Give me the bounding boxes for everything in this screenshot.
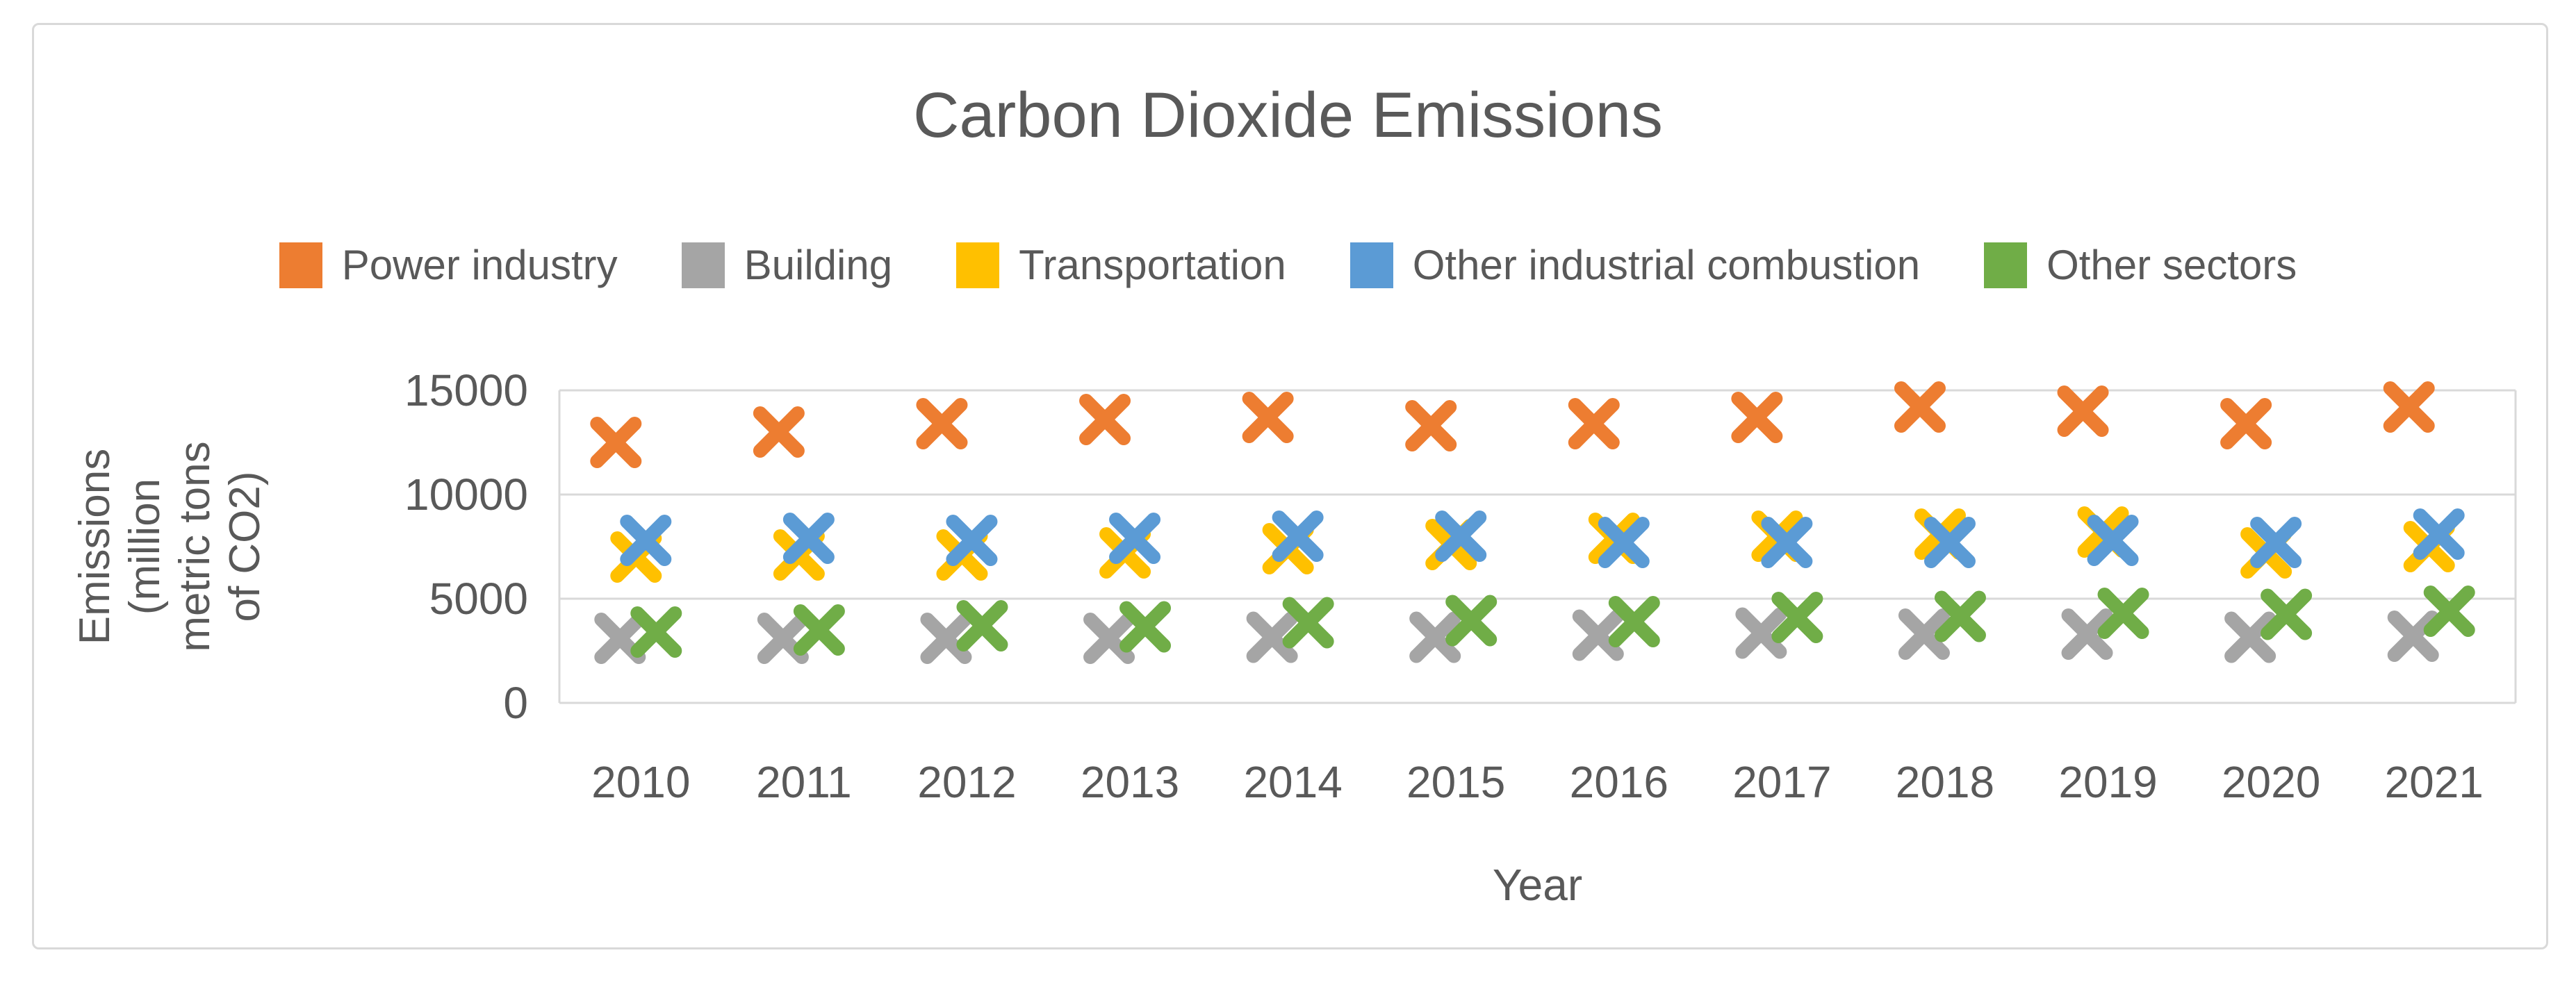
x-tick-label-2012: 2012 — [917, 757, 1017, 807]
marker-other-industrial-combustion-2017 — [1761, 517, 1813, 568]
chart-legend: Power industry Building Transportation Othe… — [0, 241, 2576, 289]
legend-swatch-icon — [1984, 242, 2028, 288]
x-tick-label-2011: 2011 — [756, 757, 852, 807]
legend-label: Transportation — [1019, 242, 1286, 288]
legend-swatch-icon — [279, 242, 322, 288]
marker-other-industrial-combustion-2012 — [946, 515, 998, 566]
y-tick-label-5000: 5000 — [429, 574, 528, 624]
marker-power-industry-2013 — [1079, 394, 1131, 445]
marker-power-industry-2011 — [753, 406, 805, 458]
marker-other-sectors-2011 — [793, 604, 845, 656]
marker-building-2019 — [2061, 608, 2113, 660]
x-tick-label-2018: 2018 — [1895, 757, 1995, 807]
marker-building-2021 — [2387, 611, 2439, 662]
x-axis-title: Year — [1492, 860, 1583, 910]
marker-other-sectors-2017 — [1771, 592, 1823, 643]
x-tick-label-2016: 2016 — [1569, 757, 1668, 807]
marker-other-sectors-2012 — [956, 600, 1008, 651]
marker-building-2018 — [1898, 608, 1950, 660]
legend-item-other-sectors: Other sectors — [1984, 241, 2297, 289]
marker-building-2012 — [920, 613, 972, 664]
legend-swatch-icon — [681, 242, 725, 288]
marker-other-sectors-2021 — [2423, 586, 2475, 637]
marker-building-2020 — [2224, 611, 2276, 663]
x-tick-label-2017: 2017 — [1732, 757, 1832, 807]
marker-building-2017 — [1735, 607, 1787, 659]
marker-other-industrial-combustion-2010 — [620, 515, 672, 566]
marker-other-industrial-combustion-2018 — [1923, 517, 1976, 568]
legend-item-building: Building — [681, 241, 893, 289]
chart-title: Carbon Dioxide Emissions — [913, 80, 1663, 151]
marker-power-industry-2010 — [590, 417, 642, 468]
marker-power-industry-2020 — [2220, 398, 2272, 449]
marker-other-industrial-combustion-2019 — [2087, 515, 2139, 566]
legend-item-other-industrial-combustion: Other industrial combustion — [1349, 241, 1921, 289]
legend-label: Power industry — [341, 242, 618, 288]
marker-other-sectors-2018 — [1934, 590, 1986, 642]
legend-item-power-industry: Power industry — [279, 241, 618, 289]
marker-power-industry-2012 — [916, 398, 968, 449]
legend-label: Building — [744, 242, 893, 288]
marker-other-sectors-2010 — [630, 606, 682, 658]
marker-other-sectors-2016 — [1608, 596, 1660, 647]
marker-other-sectors-2020 — [2261, 588, 2313, 640]
marker-other-industrial-combustion-2013 — [1109, 513, 1161, 564]
marker-building-2016 — [1572, 609, 1624, 661]
marker-other-industrial-combustion-2020 — [2250, 517, 2302, 568]
marker-power-industry-2015 — [1405, 400, 1457, 451]
legend-label: Other sectors — [2046, 242, 2297, 288]
x-tick-label-2013: 2013 — [1080, 757, 1180, 807]
marker-power-industry-2019 — [2057, 385, 2109, 437]
legend-item-transportation: Transportation — [956, 241, 1286, 289]
legend-label: Other industrial combustion — [1412, 242, 1921, 288]
chart-frame — [32, 23, 2548, 949]
marker-other-sectors-2015 — [1445, 595, 1498, 647]
marker-other-sectors-2019 — [2097, 588, 2149, 639]
marker-other-industrial-combustion-2021 — [2413, 508, 2465, 560]
marker-power-industry-2021 — [2383, 381, 2435, 433]
marker-other-sectors-2013 — [1119, 601, 1172, 653]
marker-power-industry-2016 — [1568, 398, 1620, 449]
marker-power-industry-2017 — [1731, 392, 1783, 443]
marker-power-industry-2018 — [1894, 381, 1946, 433]
x-tick-label-2020: 2020 — [2221, 757, 2321, 807]
marker-building-2015 — [1409, 611, 1461, 663]
marker-other-sectors-2014 — [1282, 597, 1334, 649]
x-tick-label-2015: 2015 — [1406, 757, 1506, 807]
x-tick-label-2019: 2019 — [2058, 757, 2158, 807]
marker-building-2014 — [1246, 611, 1298, 663]
y-tick-label-0: 0 — [503, 678, 528, 728]
x-tick-label-2014: 2014 — [1243, 757, 1343, 807]
x-tick-label-2021: 2021 — [2384, 757, 2484, 807]
x-tick-label-2010: 2010 — [591, 757, 691, 807]
y-tick-label-15000: 15000 — [404, 365, 528, 415]
marker-power-industry-2014 — [1242, 392, 1294, 443]
marker-other-industrial-combustion-2015 — [1435, 511, 1487, 562]
legend-swatch-icon — [956, 242, 1000, 288]
marker-other-industrial-combustion-2016 — [1598, 517, 1650, 568]
marker-other-industrial-combustion-2011 — [782, 513, 835, 564]
marker-other-industrial-combustion-2014 — [1272, 511, 1324, 562]
legend-swatch-icon — [1349, 242, 1393, 288]
y-tick-label-10000: 10000 — [404, 470, 528, 520]
marker-building-2013 — [1083, 613, 1135, 664]
